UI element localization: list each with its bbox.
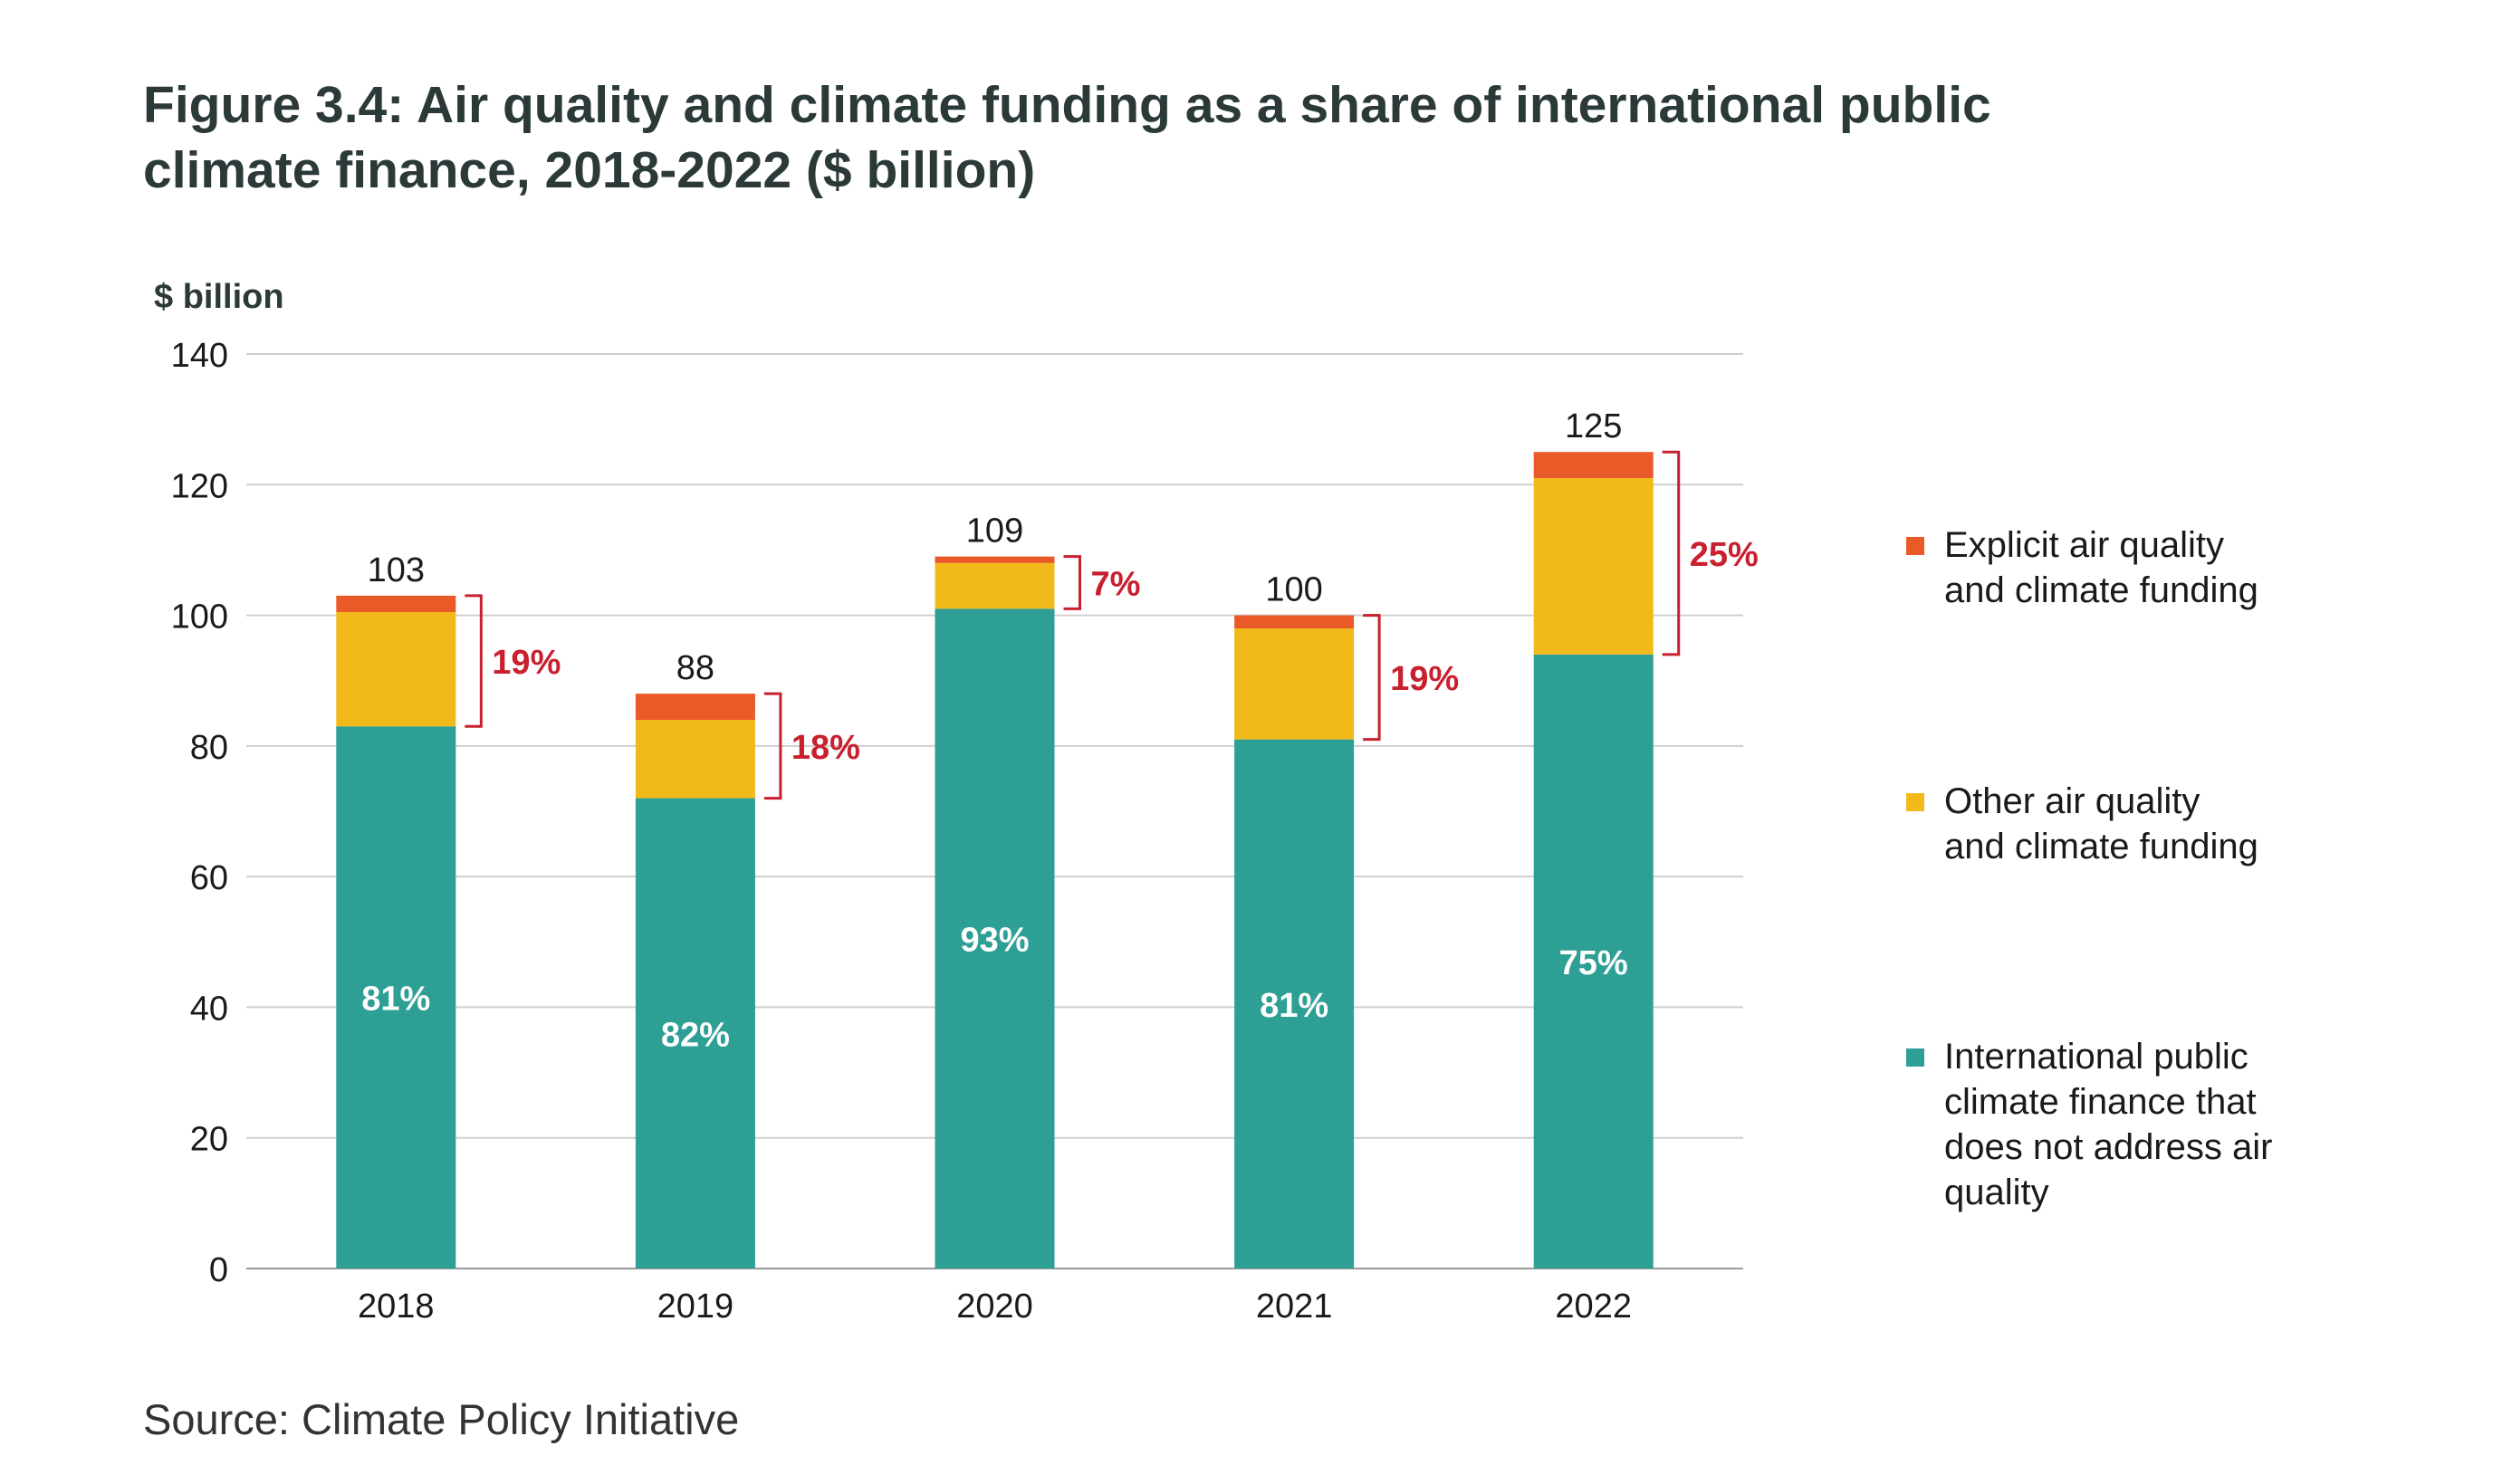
bar-segment-base-2022 [1533, 654, 1654, 1269]
share-bracket [1662, 450, 1681, 656]
air-quality-share-label: 25% [1690, 536, 1759, 574]
share-bracket [465, 594, 483, 728]
base-share-label: 81% [1260, 987, 1328, 1025]
x-tick-label: 2021 [1256, 1288, 1333, 1326]
legend-swatch-other [1906, 793, 1924, 811]
y-tick-label: 100 [171, 598, 228, 637]
y-axis-label: $ billion [154, 278, 284, 316]
share-bracket [763, 692, 782, 800]
y-tick-label: 60 [190, 859, 228, 897]
legend-label: quality [1944, 1173, 2049, 1212]
legend-label: climate finance that [1944, 1082, 2257, 1122]
bar-segment-other-2018 [336, 611, 456, 727]
bar-segment-other-2021 [1234, 628, 1355, 740]
x-tick-label: 2020 [956, 1288, 1033, 1326]
legend-label: Other air quality [1944, 781, 2200, 821]
share-bracket [1363, 614, 1381, 742]
x-tick-label: 2018 [358, 1288, 435, 1326]
y-tick-label: 0 [209, 1251, 228, 1289]
y-tick-label: 20 [190, 1121, 228, 1159]
bar-segment-base-2019 [635, 798, 755, 1269]
chart-title-line-2: climate finance, 2018-2022 ($ billion) [143, 141, 1036, 199]
bar-segment-explicit-2018 [336, 595, 456, 612]
bar-segment-explicit-2021 [1234, 615, 1355, 628]
bar-segment-explicit-2020 [935, 556, 1055, 563]
legend-label: and climate funding [1944, 827, 2258, 866]
y-tick-label: 40 [190, 990, 228, 1028]
air-quality-share-label: 19% [1390, 660, 1459, 698]
total-label: 125 [1565, 407, 1622, 445]
bar-segment-base-2021 [1234, 739, 1355, 1269]
source-note: Source: Climate Policy Initiative [143, 1395, 740, 1443]
legend-swatch-base [1906, 1048, 1924, 1067]
base-share-label: 75% [1559, 944, 1628, 982]
legend-label: International public [1944, 1037, 2248, 1077]
air-quality-share-label: 7% [1091, 566, 1141, 604]
bar-segment-other-2019 [635, 720, 755, 799]
legend-swatch-explicit [1906, 537, 1924, 555]
total-label: 100 [1265, 571, 1322, 609]
x-tick-label: 2019 [657, 1288, 734, 1326]
bar-segment-explicit-2022 [1533, 452, 1654, 479]
legend-label: does not address air [1944, 1127, 2272, 1167]
share-bracket [1063, 555, 1081, 610]
chart-title-line-1: Figure 3.4: Air quality and climate fund… [143, 76, 1991, 134]
base-share-label: 81% [361, 981, 430, 1019]
bar-segment-base-2018 [336, 726, 456, 1269]
bar-segment-other-2022 [1533, 478, 1654, 655]
air-quality-share-label: 18% [791, 729, 860, 767]
base-share-label: 82% [661, 1016, 730, 1054]
chart-title: Figure 3.4: Air quality and climate fund… [143, 72, 2226, 203]
y-tick-label: 140 [171, 337, 228, 375]
bar-segment-base-2020 [935, 608, 1055, 1269]
total-label: 103 [368, 551, 425, 589]
y-tick-label: 120 [171, 467, 228, 505]
bar-segment-explicit-2019 [635, 694, 755, 720]
bar-segment-other-2020 [935, 562, 1055, 609]
legend-label: and climate funding [1944, 570, 2258, 610]
total-label: 109 [966, 512, 1023, 551]
legend-label: Explicit air quality [1944, 525, 2224, 565]
total-label: 88 [676, 649, 714, 687]
y-tick-label: 80 [190, 729, 228, 767]
x-tick-label: 2022 [1555, 1288, 1632, 1326]
base-share-label: 93% [960, 922, 1029, 960]
air-quality-share-label: 19% [492, 644, 561, 682]
